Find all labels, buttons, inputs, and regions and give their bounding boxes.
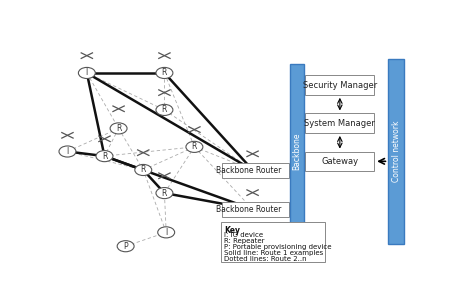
Bar — [388, 59, 404, 244]
Text: I: I — [66, 147, 69, 156]
Text: Control network: Control network — [392, 121, 401, 182]
Text: I: IO device: I: IO device — [224, 232, 263, 238]
Text: R: R — [162, 189, 167, 198]
Text: P: P — [123, 242, 128, 251]
Text: I: I — [165, 228, 167, 237]
Circle shape — [78, 68, 95, 79]
Circle shape — [59, 146, 76, 157]
Text: Dotted lines: Route 2..n: Dotted lines: Route 2..n — [224, 256, 307, 262]
Bar — [290, 64, 304, 239]
Text: Backbone Router: Backbone Router — [216, 166, 281, 175]
Circle shape — [156, 188, 173, 199]
Circle shape — [158, 227, 175, 238]
Circle shape — [156, 68, 173, 79]
Text: R: R — [162, 105, 167, 114]
Text: R: R — [102, 152, 107, 160]
Text: R: Repeater: R: Repeater — [224, 238, 265, 244]
Text: Backbone Router: Backbone Router — [216, 205, 281, 214]
Text: I: I — [86, 68, 88, 77]
Text: R: R — [162, 68, 167, 77]
Circle shape — [186, 141, 203, 152]
Text: Backbone: Backbone — [292, 133, 301, 170]
Text: System Manager: System Manager — [304, 119, 375, 128]
Text: R: R — [116, 124, 121, 133]
Text: R: R — [141, 166, 146, 175]
Circle shape — [156, 104, 173, 116]
Bar — [222, 163, 289, 178]
Text: Solid line: Route 1 examples: Solid line: Route 1 examples — [224, 250, 324, 256]
Text: Key: Key — [224, 226, 240, 235]
Circle shape — [135, 164, 152, 175]
Text: R: R — [192, 142, 197, 152]
Bar — [305, 113, 374, 133]
Bar — [221, 222, 325, 262]
Text: Gateway: Gateway — [321, 157, 359, 166]
Circle shape — [96, 151, 113, 162]
Circle shape — [117, 241, 134, 252]
Circle shape — [110, 123, 127, 134]
Text: P: Portable provisioning device: P: Portable provisioning device — [224, 244, 332, 250]
Bar — [305, 152, 374, 171]
Text: Security Manager: Security Manager — [303, 81, 377, 90]
Bar — [305, 75, 374, 95]
Bar — [222, 202, 289, 217]
